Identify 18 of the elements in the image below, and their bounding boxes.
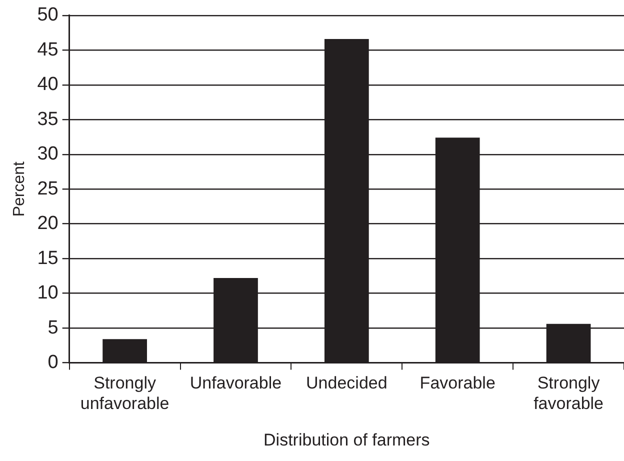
y-tick-label: 45 [37, 39, 58, 60]
y-tick-label: 10 [37, 282, 58, 304]
x-tick-label: Favorable [420, 374, 496, 393]
y-tick-label: 25 [37, 178, 58, 200]
x-tick-label: Unfavorable [190, 374, 282, 393]
x-tick-label: Strongly unfavorable [80, 374, 170, 414]
y-tick-label: 30 [37, 144, 58, 165]
x-axis-title: Distribution of farmers [264, 430, 430, 450]
x-tick-label: Undecided [306, 374, 388, 393]
y-tick-label: 0 [48, 352, 58, 374]
y-tick-label: 50 [37, 4, 58, 26]
y-tick-label: 5 [48, 317, 58, 338]
y-tick-label: 15 [37, 248, 58, 269]
y-tick-label: 35 [37, 108, 58, 130]
y-tick-label: 20 [37, 213, 58, 234]
y-tick-label: 40 [37, 74, 58, 96]
y-axis-title: Percent [11, 160, 28, 217]
x-tick-label: Strongly favorable [534, 374, 604, 414]
